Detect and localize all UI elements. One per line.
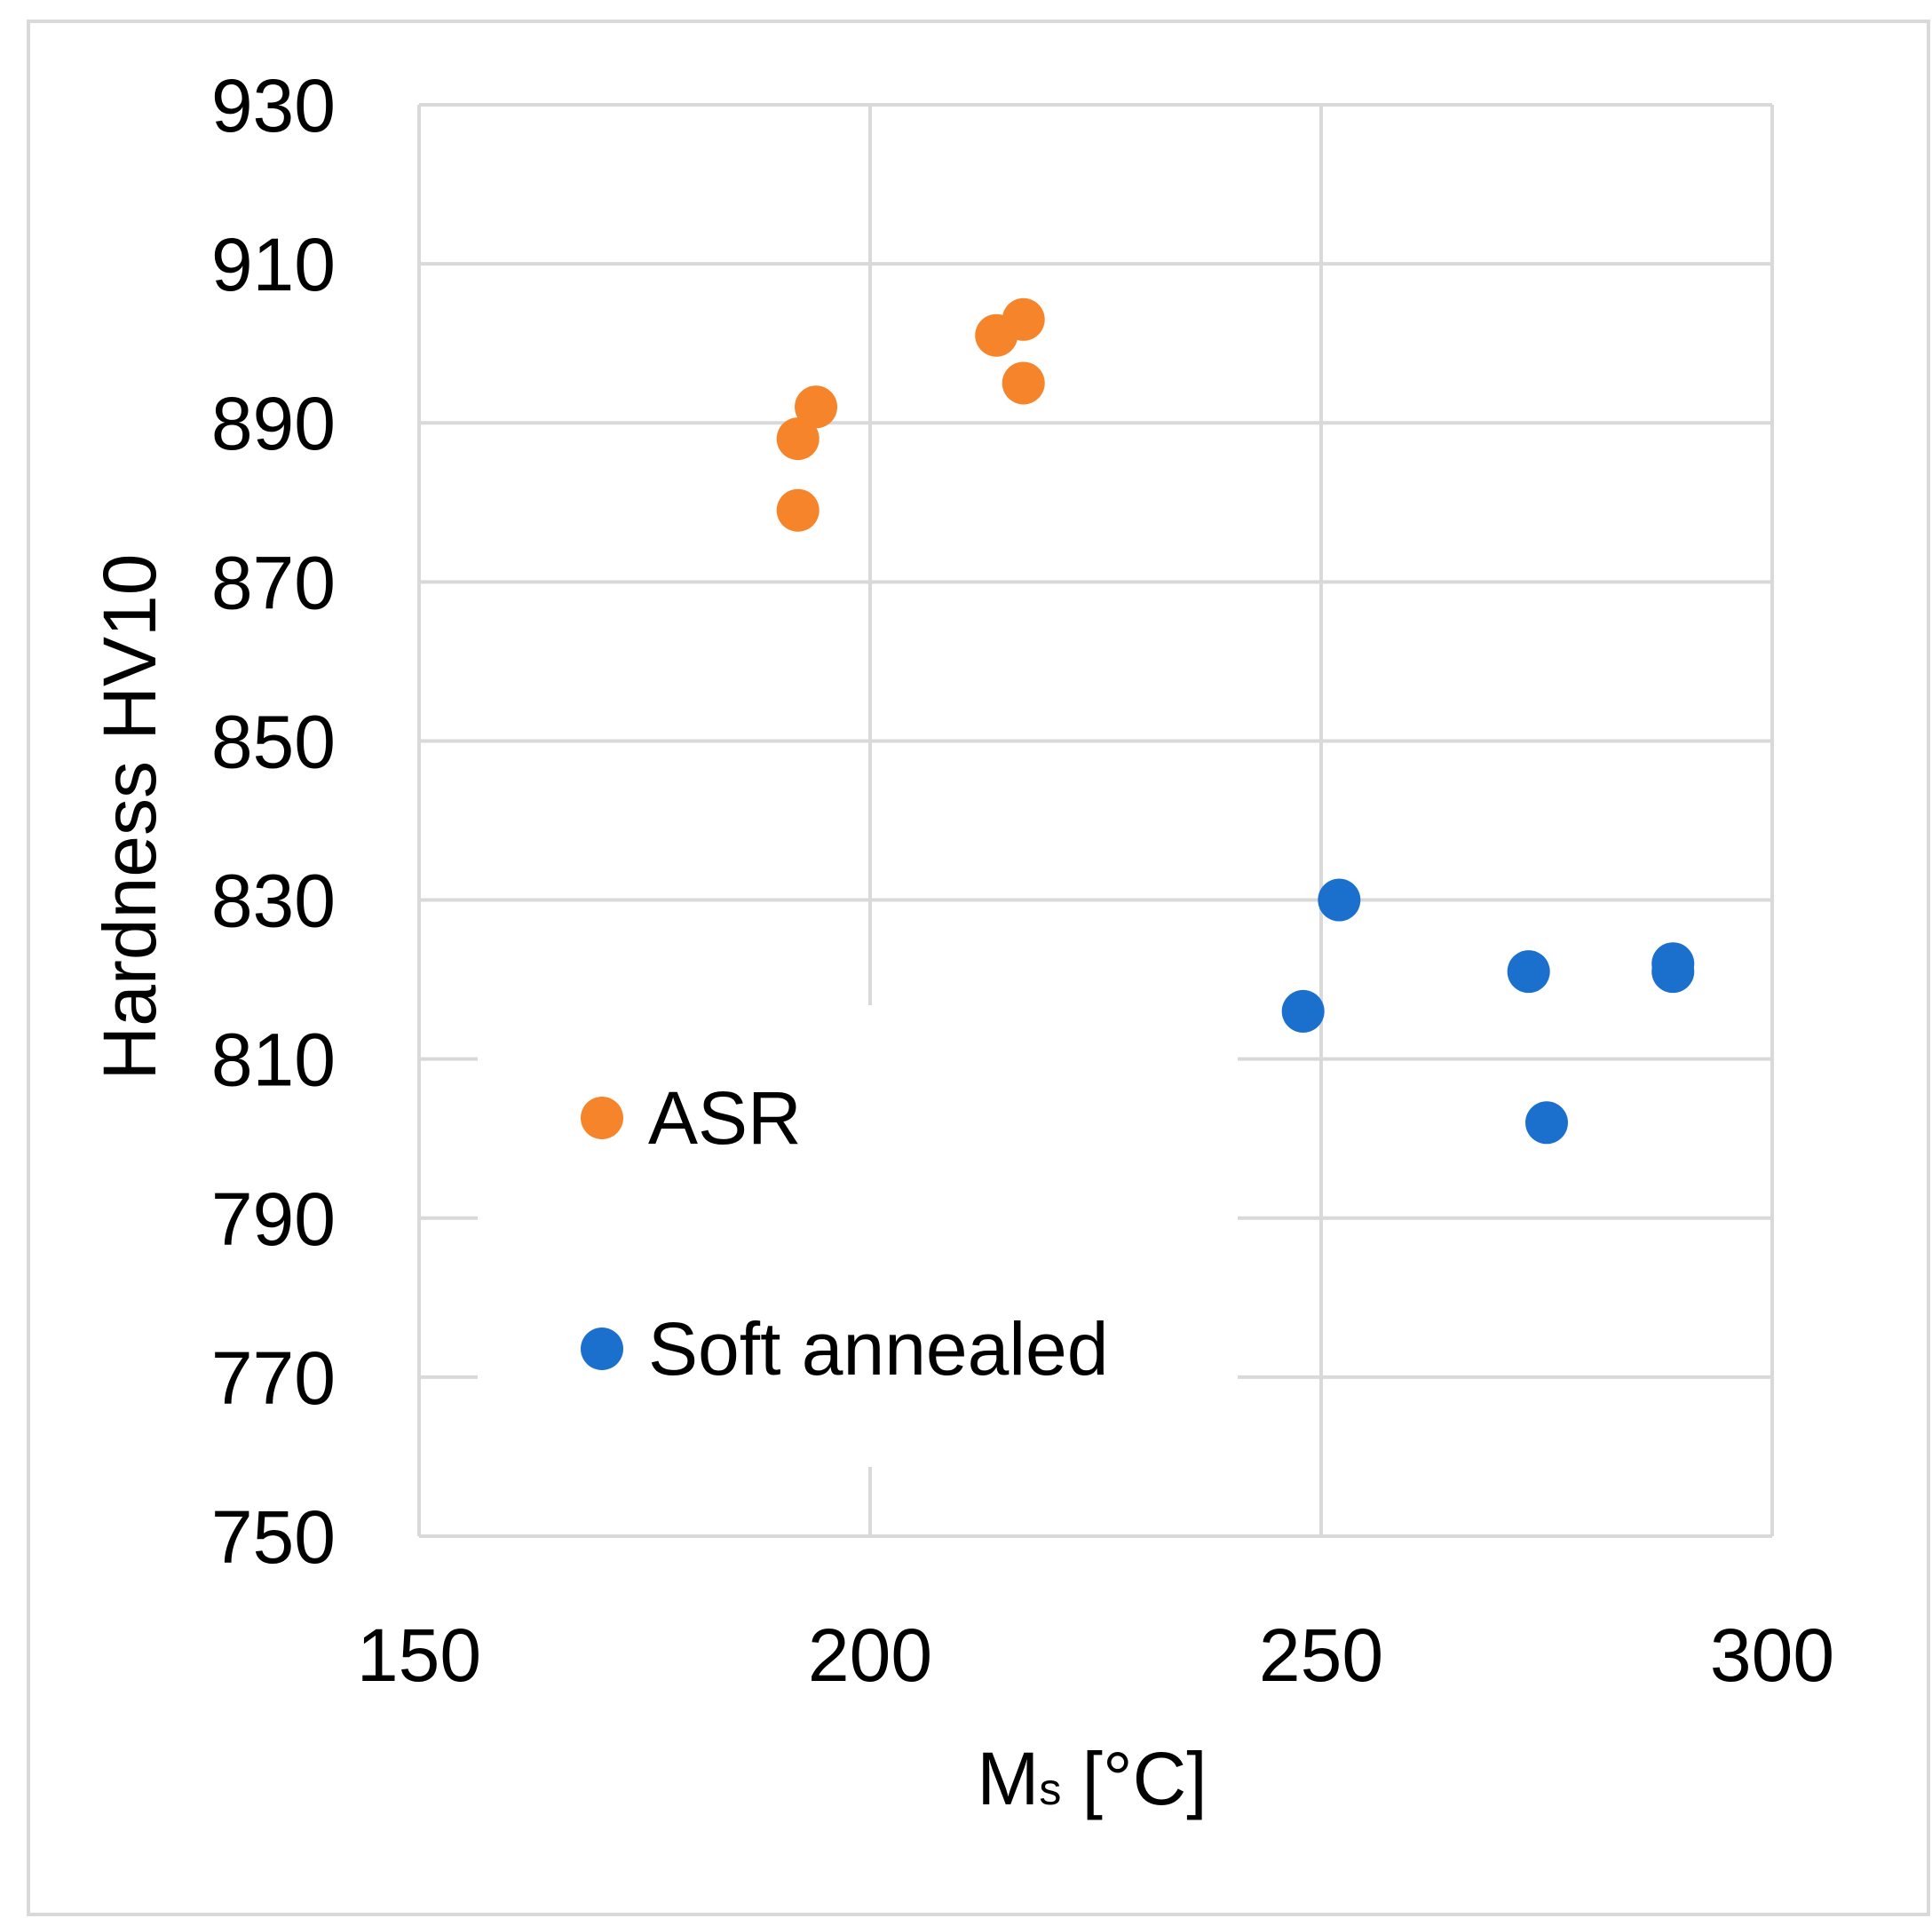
x-axis-title-main: M (977, 1737, 1039, 1820)
y-tick-label-810: 810 (211, 1018, 336, 1102)
point-soft-annealed-0 (1281, 989, 1325, 1033)
x-axis-title-unit: [°C] (1061, 1737, 1207, 1820)
legend-label-soft-annealed: Soft annealed (648, 1307, 1108, 1391)
y-tick-label-910: 910 (211, 223, 336, 306)
y-tick-label-830: 830 (211, 860, 336, 943)
legend-background (478, 1005, 1238, 1467)
y-tick-label-850: 850 (211, 700, 336, 783)
y-axis-title: Hardness HV10 (88, 554, 171, 1081)
x-axis-title-subscript: s (1039, 1764, 1061, 1814)
y-tick-label-930: 930 (211, 64, 336, 147)
point-soft-annealed-5 (1651, 950, 1695, 994)
point-soft-annealed-2 (1507, 950, 1550, 994)
axes (417, 105, 1772, 1538)
legend-marker-asr (581, 1097, 623, 1139)
y-tick-label-750: 750 (211, 1495, 336, 1579)
point-asr-1 (776, 417, 820, 461)
y-tick-label-790: 790 (211, 1177, 336, 1261)
x-tick-label-250: 250 (1259, 1613, 1383, 1697)
point-soft-annealed-1 (1318, 878, 1361, 922)
y-tick-label-870: 870 (211, 541, 336, 624)
y-tick-label-770: 770 (211, 1336, 336, 1420)
x-tick-label-300: 300 (1710, 1613, 1834, 1697)
x-tick-label-200: 200 (808, 1613, 932, 1697)
legend: ASR Soft annealed (581, 1076, 1108, 1391)
point-asr-2 (795, 385, 838, 429)
legend-marker-soft-annealed (581, 1328, 623, 1370)
y-tick-label-890: 890 (211, 382, 336, 465)
x-tick-labels: 150 200 250 300 (357, 1613, 1834, 1697)
point-asr-4 (1002, 297, 1045, 341)
data-points (776, 297, 1695, 1145)
point-asr-5 (1002, 361, 1045, 405)
point-soft-annealed-3 (1525, 1101, 1568, 1145)
x-tick-label-150: 150 (357, 1613, 481, 1697)
y-tick-labels: 750 770 790 810 830 850 870 890 910 930 (211, 64, 336, 1579)
point-asr-0 (776, 488, 820, 532)
x-axis-title: Ms [°C] (977, 1737, 1207, 1820)
legend-label-asr: ASR (648, 1076, 802, 1160)
